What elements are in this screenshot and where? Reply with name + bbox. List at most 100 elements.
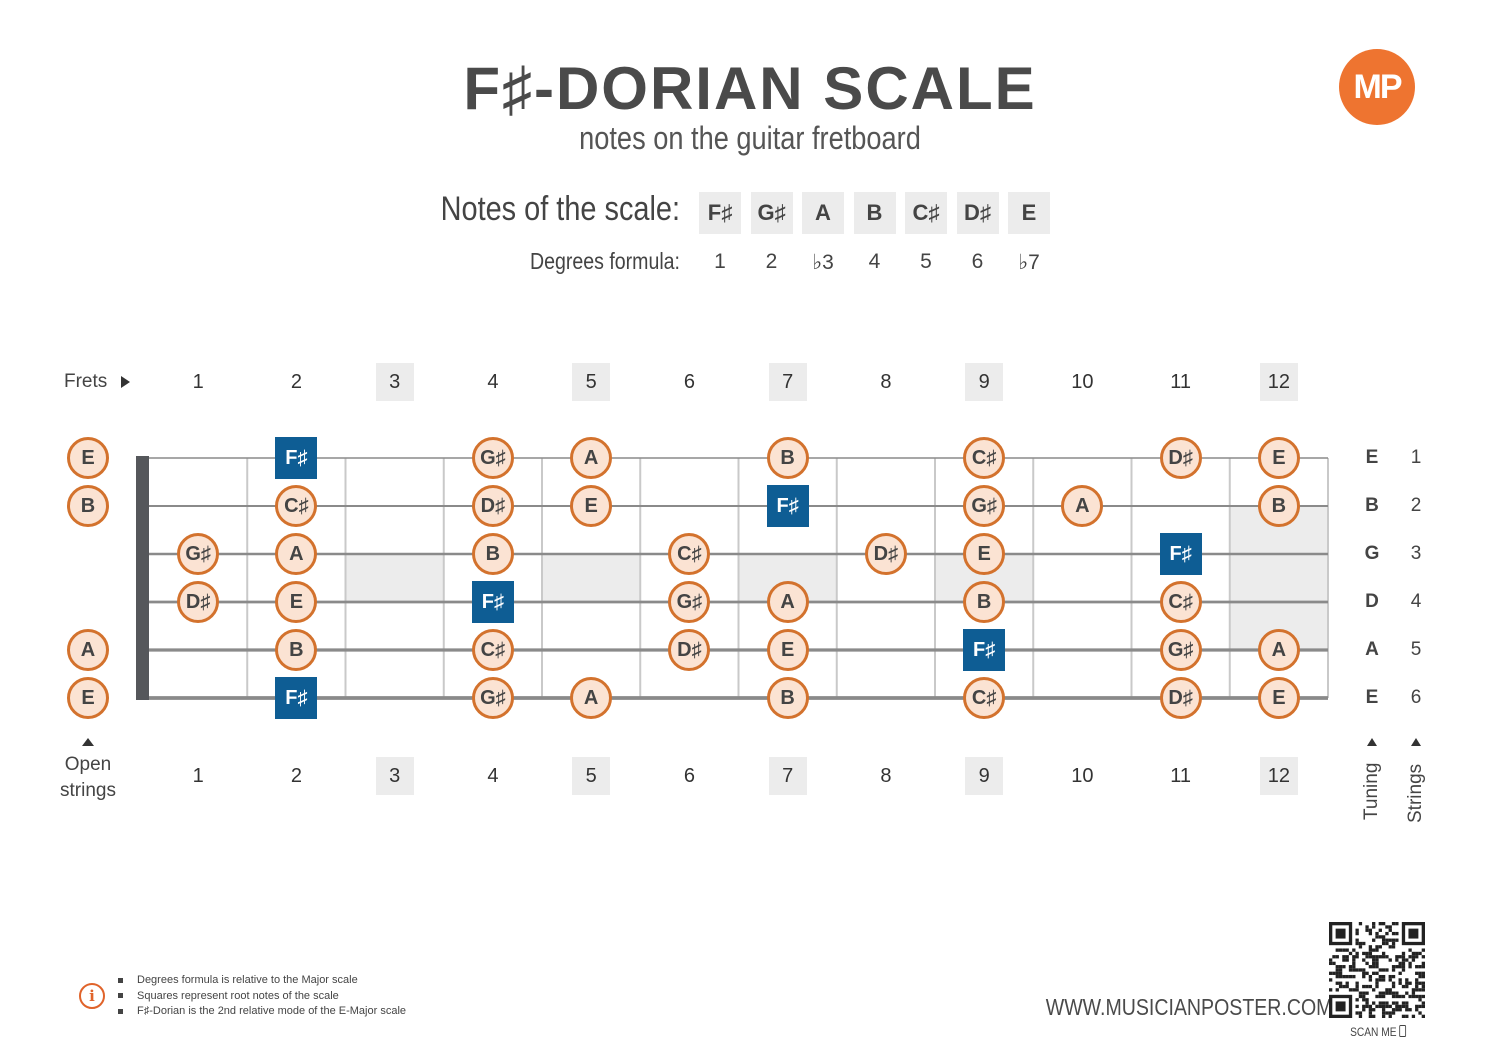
scale-note: G♯ bbox=[750, 192, 793, 234]
scale-note-dot: E bbox=[1257, 677, 1300, 719]
fret-number: 2 bbox=[290, 370, 302, 393]
root-note-square: F♯ bbox=[963, 629, 1006, 671]
qr-code-icon[interactable] bbox=[1329, 922, 1425, 1018]
tuning-letter: G bbox=[1364, 543, 1380, 564]
page-title: F♯-DORIAN SCALE bbox=[463, 55, 1037, 122]
scale-degree: 5 bbox=[920, 250, 932, 273]
scale-note-dot: A bbox=[570, 677, 613, 719]
fret-number: 7 bbox=[768, 363, 807, 401]
string-number: 4 bbox=[1410, 591, 1422, 612]
root-note-square: F♯ bbox=[275, 437, 318, 479]
open-strings-arrow-icon bbox=[82, 738, 94, 746]
fret-number: 3 bbox=[375, 363, 414, 401]
fret-number: 4 bbox=[487, 764, 499, 787]
scale-note-dot: B bbox=[471, 533, 514, 575]
fret-number: 9 bbox=[965, 757, 1004, 795]
fret-number: 10 bbox=[1071, 764, 1094, 787]
string-number: 3 bbox=[1410, 543, 1422, 564]
scale-note: E bbox=[1008, 192, 1050, 234]
string-number: 2 bbox=[1410, 495, 1422, 516]
footnote-item: Degrees formula is relative to the Major… bbox=[118, 973, 406, 989]
scale-degree: ♭7 bbox=[1018, 251, 1040, 274]
scale-note-dot: B bbox=[275, 629, 318, 671]
scale-degree: 4 bbox=[868, 250, 881, 273]
scale-note-dot: A bbox=[570, 437, 613, 479]
fret-number: 10 bbox=[1071, 370, 1094, 393]
fret-number: 1 bbox=[192, 370, 204, 393]
open-strings-label-top: Open bbox=[64, 754, 112, 775]
scale-note-dot: E bbox=[1257, 437, 1300, 479]
scan-me-text: SCAN ME bbox=[1350, 1025, 1397, 1039]
string-number: 6 bbox=[1410, 687, 1422, 708]
scale-note: F♯ bbox=[699, 192, 741, 234]
scale-note-dot: E bbox=[963, 533, 1006, 575]
fret-number: 1 bbox=[192, 764, 204, 787]
scale-degree: ♭3 bbox=[812, 251, 834, 274]
scale-note-dot: C♯ bbox=[1159, 581, 1202, 623]
scan-me-label: SCAN ME bbox=[1339, 1025, 1417, 1039]
scale-note: D♯ bbox=[956, 192, 999, 234]
scale-note-dot: C♯ bbox=[668, 533, 711, 575]
scale-note-dot: C♯ bbox=[471, 629, 514, 671]
frets-label: Frets bbox=[64, 371, 108, 392]
fret-number: 8 bbox=[880, 764, 892, 787]
scale-note-dot: D♯ bbox=[864, 533, 907, 575]
scale-note-dot: G♯ bbox=[1159, 629, 1202, 671]
scale-note-dot: A bbox=[1061, 485, 1104, 527]
scale-note-dot: B bbox=[766, 677, 809, 719]
fret-number: 6 bbox=[683, 370, 695, 393]
scale-note: A bbox=[802, 192, 844, 234]
website-link[interactable]: WWW.MUSICIANPOSTER.COM bbox=[1045, 994, 1333, 1020]
scale-note-dot: A bbox=[766, 581, 809, 623]
footnote-item: Squares represent root notes of the scal… bbox=[118, 989, 406, 1005]
logo-text: MP bbox=[1353, 67, 1403, 106]
strings-label: Strings bbox=[1405, 763, 1426, 823]
scale-note-dot: G♯ bbox=[963, 485, 1006, 527]
scale-note-dot: C♯ bbox=[963, 437, 1006, 479]
scale-note-dot: B bbox=[766, 437, 809, 479]
tuning-arrow-icon bbox=[1367, 738, 1377, 746]
musicianposter-logo-icon[interactable]: MP bbox=[1339, 49, 1415, 125]
fret-number: 2 bbox=[290, 764, 302, 787]
fret-number: 12 bbox=[1259, 757, 1298, 795]
fret-number: 12 bbox=[1259, 363, 1298, 401]
scale-note-dot: G♯ bbox=[471, 437, 514, 479]
fret-number: 9 bbox=[965, 363, 1004, 401]
scale-note-dot: D♯ bbox=[177, 581, 220, 623]
scale-note-dot: D♯ bbox=[1159, 677, 1202, 719]
fret-number: 6 bbox=[683, 764, 695, 787]
scale-note-dot: C♯ bbox=[963, 677, 1006, 719]
scale-note-dot: G♯ bbox=[668, 581, 711, 623]
scale-degree: 2 bbox=[765, 250, 778, 273]
scale-note-dot: C♯ bbox=[275, 485, 318, 527]
info-icon: i bbox=[79, 983, 105, 1009]
fret-number: 5 bbox=[572, 363, 611, 401]
scale-note-dot: D♯ bbox=[668, 629, 711, 671]
scale-note-dot: E bbox=[766, 629, 809, 671]
open-string-note: E bbox=[67, 677, 109, 719]
root-note-square: F♯ bbox=[275, 677, 318, 719]
scale-note-dot: E bbox=[570, 485, 613, 527]
scale-note: B bbox=[853, 192, 896, 234]
open-strings-label-bottom: strings bbox=[60, 780, 116, 801]
scale-note: C♯ bbox=[905, 192, 947, 234]
fret-number: 7 bbox=[768, 757, 807, 795]
page-subtitle: notes on the guitar fretboard bbox=[579, 120, 921, 156]
string-number: 5 bbox=[1410, 639, 1422, 660]
fret-number: 4 bbox=[487, 370, 499, 393]
scale-degree: 1 bbox=[714, 250, 726, 273]
fret-inlay-marker bbox=[1229, 506, 1328, 650]
tuning-letter: E bbox=[1365, 447, 1379, 468]
fret-inlay-marker bbox=[542, 554, 641, 602]
root-note-square: F♯ bbox=[1159, 533, 1202, 575]
tuning-letter: D bbox=[1365, 591, 1379, 612]
notes-of-scale-label: Notes of the scale: bbox=[440, 190, 680, 228]
fret-number: 3 bbox=[375, 757, 414, 795]
footnotes-list: Degrees formula is relative to the Major… bbox=[118, 973, 406, 1020]
scale-note-dot: D♯ bbox=[471, 485, 514, 527]
degrees-formula-label: Degrees formula: bbox=[530, 248, 680, 274]
scale-note-dot: E bbox=[275, 581, 318, 623]
root-note-square: F♯ bbox=[471, 581, 514, 623]
open-strings-label: Open strings bbox=[48, 752, 128, 804]
